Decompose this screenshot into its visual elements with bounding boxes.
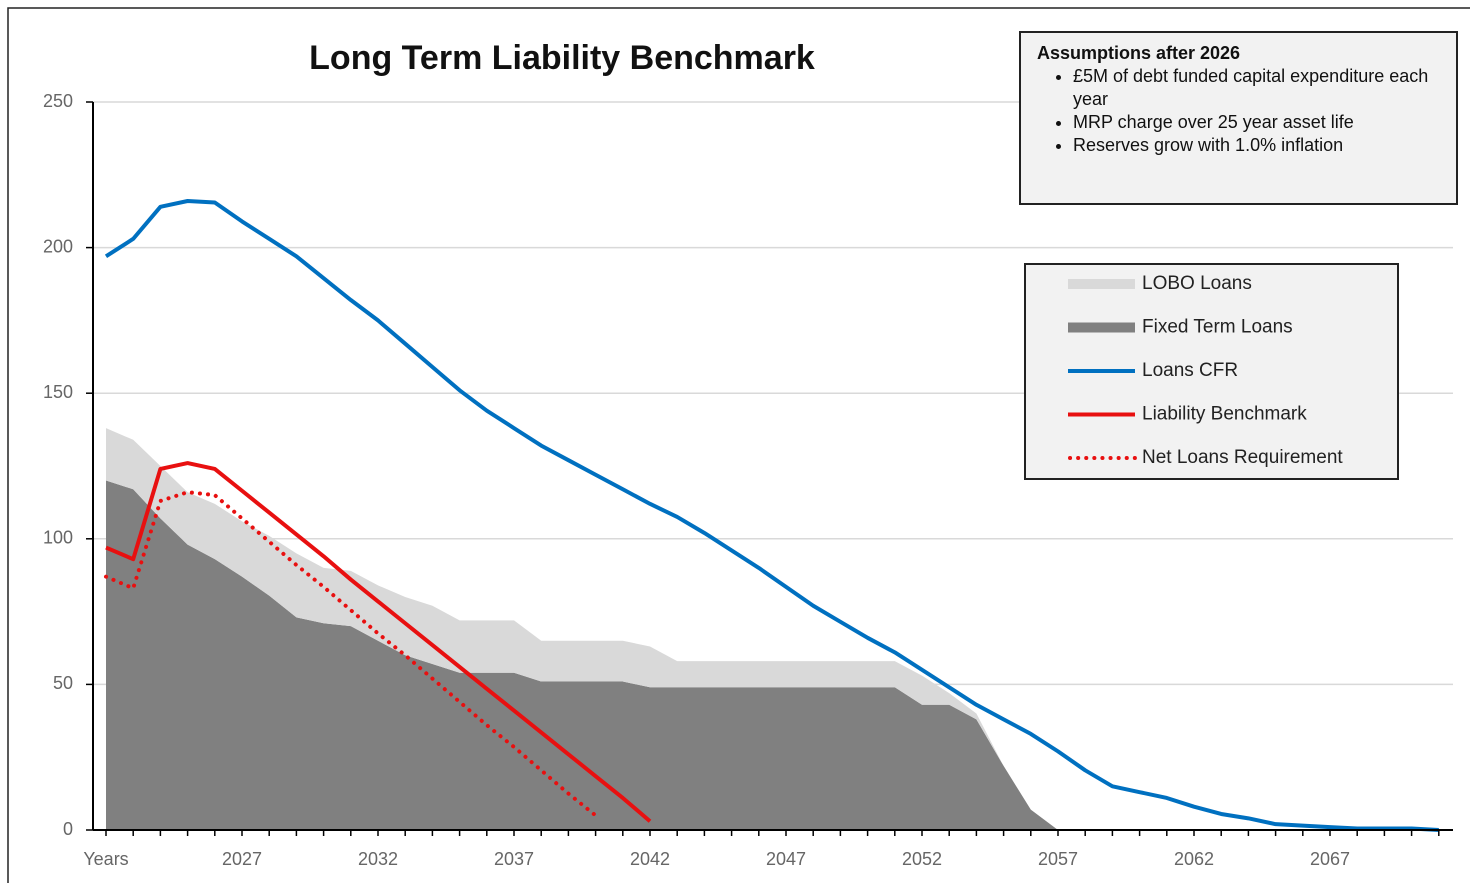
line [104,199,1439,832]
x-tick-label: 2052 [902,849,942,869]
x-tick-label: 2067 [1310,849,1350,869]
legend-label: LOBO Loans [1142,273,1252,294]
legend-label: Net Loans Requirement [1142,447,1343,468]
y-tick-label: 0 [63,819,73,839]
y-tick-label: 200 [43,236,73,256]
y-tick-label: 250 [43,91,73,111]
annotation-box: Assumptions after 2026 £5M of debt funde… [1019,31,1458,205]
y-tick-label: 150 [43,382,73,402]
annotation-title: Assumptions after 2026 [1037,43,1241,63]
annotation-item: MRP charge over 25 year asset life [1073,111,1433,134]
frame [7,7,1470,883]
x-tick-label: 2027 [222,849,262,869]
x-tick-label: 2037 [494,849,534,869]
x-tick-label: Years [83,849,128,869]
x-tick-label: 2057 [1038,849,1078,869]
line [105,461,652,823]
line [104,490,598,818]
y-tick-label: 100 [43,528,73,548]
x-tick-label: 2042 [630,849,670,869]
annotation-item: Reserves grow with 1.0% inflation [1073,134,1433,157]
y-tick-label: 50 [53,673,73,693]
area [106,480,1058,830]
chart-title: Long Term Liability Benchmark [309,39,815,77]
annotation-list: £5M of debt funded capital expenditure e… [1037,65,1433,157]
legend-label: Liability Benchmark [1142,404,1307,425]
annotation-item: £5M of debt funded capital expenditure e… [1073,65,1433,111]
legend-label: Loans CFR [1142,360,1238,381]
x-tick-label: 2032 [358,849,398,869]
x-tick-label: 2062 [1174,849,1214,869]
x-tick-label: 2047 [766,849,806,869]
legend-label: Fixed Term Loans [1142,317,1293,338]
